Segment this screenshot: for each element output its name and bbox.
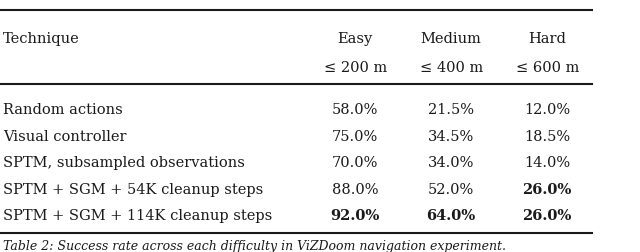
Text: ≤ 200 m: ≤ 200 m [324,61,387,75]
Text: Technique: Technique [3,32,80,46]
Text: 92.0%: 92.0% [330,208,380,223]
Text: 34.5%: 34.5% [428,129,474,143]
Text: Hard: Hard [528,32,566,46]
Text: SPTM + SGM + 54K cleanup steps: SPTM + SGM + 54K cleanup steps [3,182,264,196]
Text: 52.0%: 52.0% [428,182,474,196]
Text: SPTM, subsampled observations: SPTM, subsampled observations [3,155,245,170]
Text: Medium: Medium [420,32,482,46]
Text: SPTM + SGM + 114K cleanup steps: SPTM + SGM + 114K cleanup steps [3,208,273,223]
Text: 58.0%: 58.0% [332,103,378,117]
Text: ≤ 600 m: ≤ 600 m [515,61,579,75]
Text: 70.0%: 70.0% [332,155,378,170]
Text: Random actions: Random actions [3,103,123,117]
Text: 26.0%: 26.0% [522,182,572,196]
Text: 64.0%: 64.0% [427,208,476,223]
Text: 26.0%: 26.0% [522,208,572,223]
Text: 14.0%: 14.0% [524,155,570,170]
Text: 75.0%: 75.0% [332,129,378,143]
Text: Table 2: Success rate across each difficulty in ViZDoom navigation experiment.: Table 2: Success rate across each diffic… [3,239,506,252]
Text: 12.0%: 12.0% [524,103,570,117]
Text: Easy: Easy [337,32,373,46]
Text: 18.5%: 18.5% [524,129,570,143]
Text: 21.5%: 21.5% [428,103,474,117]
Text: Visual controller: Visual controller [3,129,127,143]
Text: 88.0%: 88.0% [332,182,378,196]
Text: ≤ 400 m: ≤ 400 m [420,61,483,75]
Text: 34.0%: 34.0% [428,155,474,170]
